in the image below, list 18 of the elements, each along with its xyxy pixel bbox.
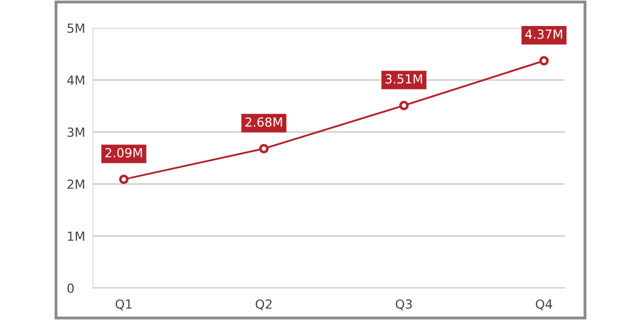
data-label: 4.37M (525, 29, 562, 39)
point (119, 174, 129, 184)
x-tick-label: Q4 (536, 299, 552, 310)
y-tick-label: 2M (68, 179, 84, 189)
y-tick-label: 5M (68, 24, 84, 33)
y-tick-label: 3M (68, 127, 84, 137)
point (539, 56, 549, 66)
y-tick-label: 0 (67, 283, 74, 293)
y-tick-label: 4M (67, 76, 84, 85)
data-label: 3.51M (386, 74, 422, 84)
y-tick-label: 1M (68, 232, 84, 241)
x-tick-label: Q2 (256, 299, 272, 310)
x-tick-label: Q1 (116, 299, 132, 310)
data-label: 2.09M (105, 148, 142, 158)
point (399, 100, 409, 110)
data-label: 2.68M (245, 117, 282, 127)
point (259, 144, 269, 154)
x-tick-label: Q3 (396, 299, 412, 310)
